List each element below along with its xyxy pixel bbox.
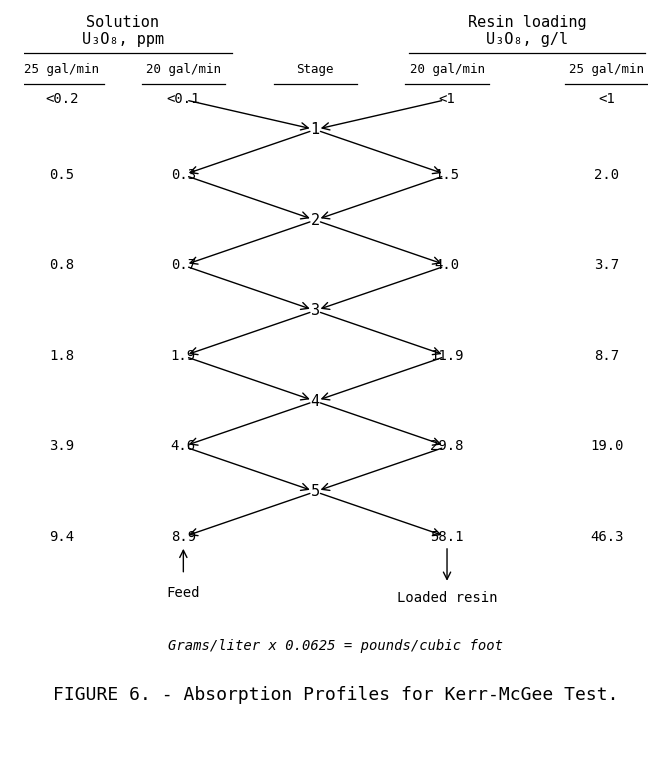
Text: 1.9: 1.9	[171, 349, 196, 363]
Text: 1.5: 1.5	[435, 168, 460, 182]
Text: 2: 2	[310, 213, 320, 228]
Text: 0.3: 0.3	[171, 168, 196, 182]
Text: Stage: Stage	[296, 63, 334, 76]
Text: Loaded resin: Loaded resin	[396, 591, 497, 605]
Text: 20 gal/min: 20 gal/min	[409, 63, 485, 76]
Text: 29.8: 29.8	[430, 439, 464, 453]
Text: 11.9: 11.9	[430, 349, 464, 363]
Text: FIGURE 6. - Absorption Profiles for Kerr-McGee Test.: FIGURE 6. - Absorption Profiles for Kerr…	[53, 687, 619, 704]
Text: 1.8: 1.8	[49, 349, 75, 363]
Text: <1: <1	[439, 92, 456, 107]
Text: 19.0: 19.0	[590, 439, 624, 453]
Text: 9.4: 9.4	[49, 530, 75, 544]
Text: 8.9: 8.9	[171, 530, 196, 544]
Text: U₃O₈, ppm: U₃O₈, ppm	[81, 32, 164, 47]
Text: 25 gal/min: 25 gal/min	[569, 63, 644, 76]
Text: 58.1: 58.1	[430, 530, 464, 544]
Text: 5: 5	[310, 484, 320, 499]
Text: 4: 4	[310, 394, 320, 409]
Text: 0.5: 0.5	[49, 168, 75, 182]
Text: <1: <1	[598, 92, 615, 107]
Text: 4.0: 4.0	[435, 258, 460, 273]
Text: 3.7: 3.7	[594, 258, 619, 273]
Text: Solution: Solution	[86, 15, 159, 30]
Text: 46.3: 46.3	[590, 530, 624, 544]
Text: 3.9: 3.9	[49, 439, 75, 453]
Text: U₃O₈, g/l: U₃O₈, g/l	[486, 32, 568, 47]
Text: 20 gal/min: 20 gal/min	[146, 63, 221, 76]
Text: 4.6: 4.6	[171, 439, 196, 453]
Text: 25 gal/min: 25 gal/min	[24, 63, 99, 76]
Text: 8.7: 8.7	[594, 349, 619, 363]
Text: 3: 3	[310, 303, 320, 318]
Text: 2.0: 2.0	[594, 168, 619, 182]
Text: 0.7: 0.7	[171, 258, 196, 273]
Text: <0.2: <0.2	[45, 92, 79, 107]
Text: Resin loading: Resin loading	[468, 15, 586, 30]
Text: Grams/liter x 0.0625 = pounds/cubic foot: Grams/liter x 0.0625 = pounds/cubic foot	[169, 639, 503, 653]
Text: <0.1: <0.1	[167, 92, 200, 107]
Text: Feed: Feed	[167, 586, 200, 600]
Text: 1: 1	[310, 122, 320, 137]
Text: 0.8: 0.8	[49, 258, 75, 273]
